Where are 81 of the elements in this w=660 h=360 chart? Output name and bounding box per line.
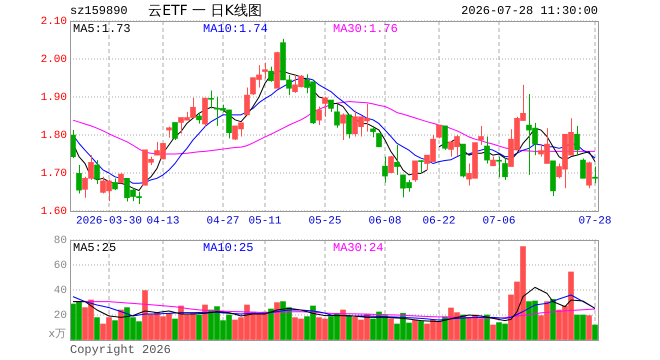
bar	[172, 318, 178, 340]
candlestick	[76, 164, 82, 194]
candlestick	[580, 158, 586, 179]
y-tick-label: 1.70	[40, 168, 67, 180]
x-tick-label: 04-13	[146, 216, 180, 228]
bar	[196, 314, 202, 340]
y-tick-label: 60	[54, 260, 67, 272]
bar	[94, 317, 100, 340]
y-tick-label: 40	[54, 284, 67, 297]
candlestick	[94, 160, 100, 185]
candlestick	[334, 102, 340, 128]
candlestick	[370, 125, 376, 138]
x-tick-label: 07-06	[482, 216, 516, 228]
candlestick	[412, 160, 418, 182]
bar	[268, 308, 274, 340]
candlestick	[112, 178, 118, 191]
text: MA10:25	[203, 241, 254, 255]
bar	[412, 320, 418, 340]
text: MA10:1.74	[203, 22, 269, 36]
x-tick-label: 06-22	[422, 216, 456, 228]
text: MA5:25	[73, 241, 118, 255]
candlestick	[394, 144, 400, 176]
bar	[340, 310, 346, 340]
chart-title: 云ETF 一 日K线图	[147, 2, 263, 20]
candlestick	[328, 100, 334, 112]
candlestick	[388, 155, 394, 174]
candlestick	[268, 66, 274, 82]
candlestick	[346, 114, 352, 139]
bar	[592, 324, 598, 340]
candlestick	[196, 112, 202, 124]
y-tick-label: 1.90	[40, 92, 67, 104]
bar	[388, 318, 394, 340]
y-tick-label: 20	[54, 310, 67, 322]
chart-subtitle: sz159890	[70, 4, 128, 18]
candlestick	[382, 156, 388, 183]
candlestick	[436, 124, 442, 139]
bar	[274, 302, 280, 340]
candlestick	[442, 125, 448, 150]
bar	[586, 315, 592, 340]
bar	[490, 324, 496, 340]
candlestick	[316, 106, 322, 126]
text: MA30:24	[333, 241, 384, 255]
x-tick-label: 2026-03-30	[76, 216, 142, 228]
x-tick-label: 04-27	[206, 216, 240, 228]
candlestick	[502, 158, 508, 180]
text: MA5:1.73	[73, 22, 132, 36]
bar	[484, 314, 490, 340]
x-tick-label: 06-08	[368, 216, 402, 228]
bar	[118, 310, 124, 340]
y-tick-label: 80	[54, 234, 67, 247]
bar	[550, 299, 556, 340]
candlestick	[322, 96, 328, 118]
x-tick-label: 05-25	[308, 216, 342, 228]
bar	[418, 321, 424, 340]
candlestick	[166, 126, 172, 138]
bar	[346, 315, 352, 340]
candlestick	[418, 160, 424, 174]
candlestick	[262, 62, 268, 79]
x-tick-label: 05-11	[248, 216, 282, 228]
candlestick	[340, 112, 346, 140]
candlestick	[208, 90, 214, 109]
y-axis-title: x万	[48, 326, 66, 341]
bar	[460, 314, 466, 340]
candlestick	[244, 87, 250, 116]
candlestick	[118, 172, 124, 184]
candlestick	[478, 125, 484, 146]
candlestick	[574, 125, 580, 156]
y-tick-label: 1.60	[40, 206, 67, 218]
candlestick	[496, 156, 502, 178]
y-tick-label: 2.10	[40, 16, 67, 28]
text: MA30:1.76	[333, 22, 399, 36]
x-tick-label: 07-28	[578, 216, 612, 228]
candlestick	[376, 132, 382, 148]
text: Copyright 2026	[70, 343, 171, 357]
y-tick-label: 2.00	[40, 54, 67, 66]
candlestick	[484, 136, 490, 164]
text: 2026-07-28 11:30:00	[461, 4, 598, 18]
bar	[112, 320, 118, 340]
candlestick	[586, 161, 592, 189]
y-tick-label: 1.80	[40, 130, 67, 142]
candlestick	[172, 122, 178, 140]
